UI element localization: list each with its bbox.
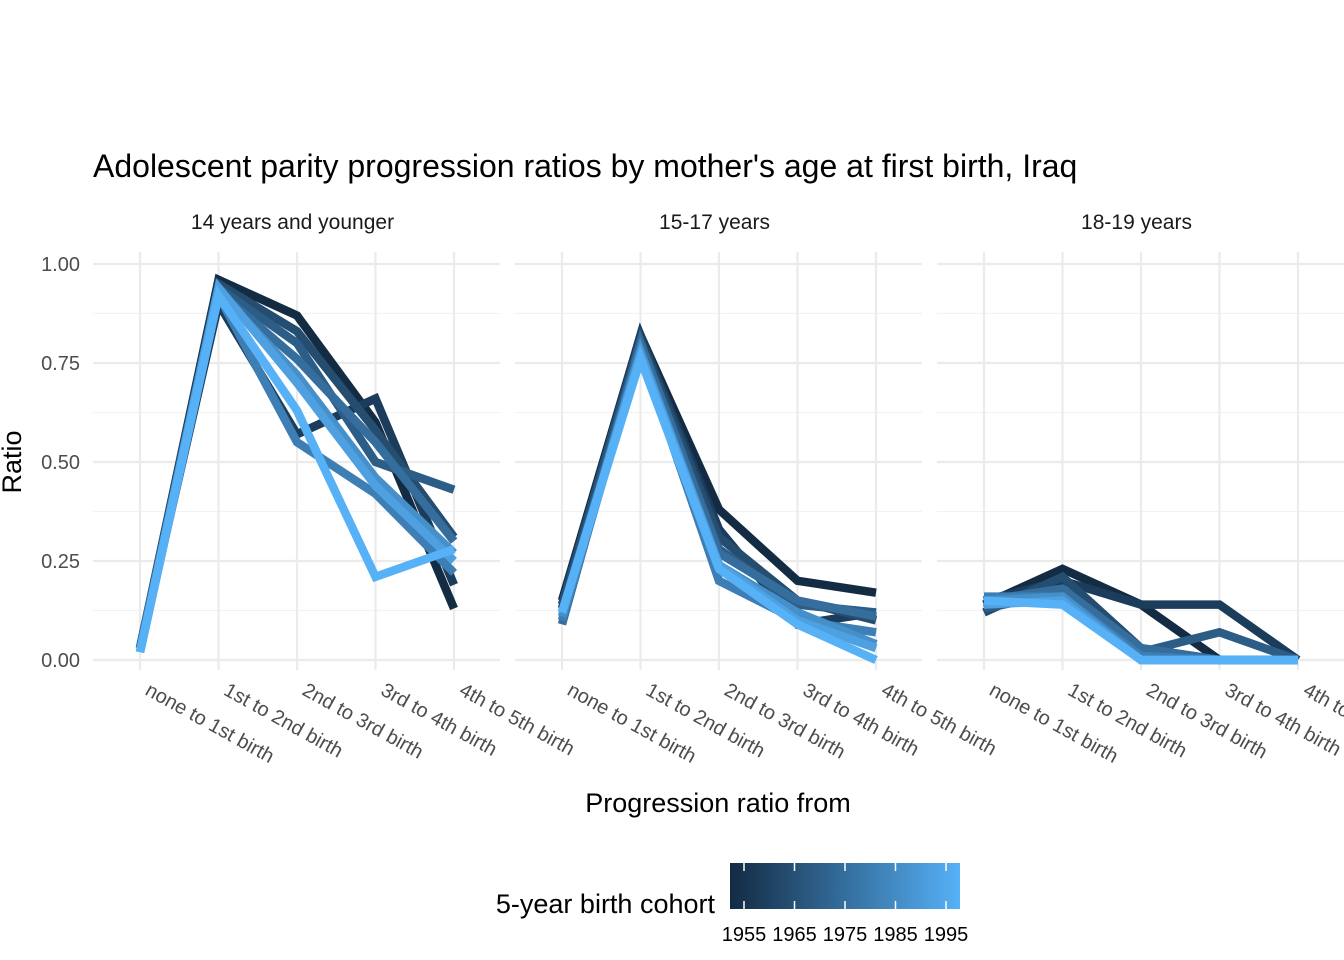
chart-title: Adolescent parity progression ratios by … bbox=[93, 148, 1077, 184]
y-axis-title: Ratio bbox=[0, 430, 27, 493]
legend-tick-label: 1965 bbox=[772, 924, 817, 946]
y-tick-label: 0.00 bbox=[41, 650, 80, 672]
panel-strip-label: 14 years and younger bbox=[191, 211, 394, 234]
x-axis-title: Progression ratio from bbox=[585, 788, 851, 818]
panel-series bbox=[557, 322, 878, 664]
legend: 5-year birth cohort 1955 1965 1975 1985 1995 bbox=[496, 863, 968, 946]
panels: 14 years and younger none to 1st birth1st… bbox=[93, 211, 1344, 768]
panel-series bbox=[982, 564, 1301, 665]
legend-tick-label: 1955 bbox=[722, 924, 767, 946]
x-tick-label: none to 1st birth bbox=[564, 679, 700, 768]
y-tick-label: 0.50 bbox=[41, 452, 80, 474]
legend-ticks: 1955 1965 1975 1985 1995 bbox=[722, 863, 969, 946]
legend-tick-label: 1975 bbox=[823, 924, 868, 946]
series-line-1995 bbox=[135, 285, 456, 654]
panel-strip-label: 18-19 years bbox=[1081, 211, 1192, 234]
series-line-1995 bbox=[557, 345, 878, 664]
x-tick-label: none to 1st birth bbox=[142, 679, 278, 768]
legend-tick-label: 1985 bbox=[873, 924, 918, 946]
legend-title: 5-year birth cohort bbox=[496, 889, 716, 919]
y-tick-label: 0.25 bbox=[41, 551, 80, 573]
legend-tick-label: 1995 bbox=[924, 924, 969, 946]
series-line-1995 bbox=[983, 596, 1298, 665]
panel-strip-label: 15-17 years bbox=[659, 211, 770, 234]
panel-1: 14 years and younger none to 1st birth1st… bbox=[93, 211, 578, 768]
y-tick-label: 0.75 bbox=[41, 353, 80, 375]
panel-series bbox=[135, 273, 458, 654]
x-tick-label: none to 1st birth bbox=[986, 679, 1122, 768]
y-tick-label: 1.00 bbox=[41, 254, 80, 276]
